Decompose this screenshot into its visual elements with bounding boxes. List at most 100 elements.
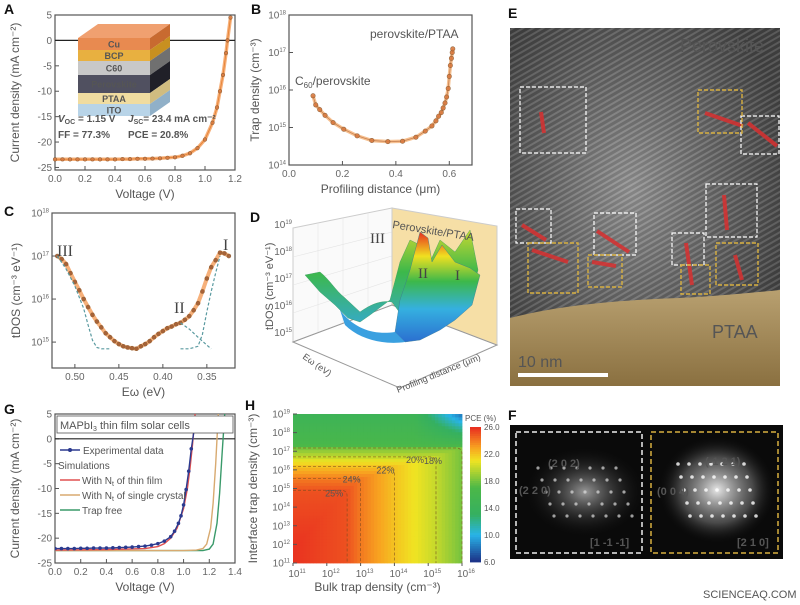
heatmap-cell bbox=[363, 416, 368, 421]
heatmap-cell bbox=[296, 491, 301, 495]
heatmap-cell bbox=[448, 443, 453, 448]
heatmap-cell bbox=[414, 560, 419, 564]
x-tick-label: 1.0 bbox=[177, 567, 191, 578]
heatmap-cell bbox=[309, 494, 314, 498]
heatmap-cell bbox=[431, 554, 436, 558]
heatmap-cell bbox=[431, 470, 436, 474]
heatmap-cell bbox=[350, 500, 355, 504]
heatmap-cell bbox=[306, 527, 311, 531]
heatmap-cell bbox=[326, 548, 331, 552]
heatmap-cell bbox=[458, 533, 463, 537]
heatmap-cell bbox=[296, 452, 301, 457]
heatmap-cell bbox=[333, 506, 338, 510]
fft-spot bbox=[601, 466, 605, 470]
heatmap-cell bbox=[387, 491, 392, 495]
heatmap-cell bbox=[330, 476, 334, 480]
heatmap-cell bbox=[394, 482, 399, 486]
heatmap-cell bbox=[293, 425, 297, 430]
heatmap-cell bbox=[347, 512, 351, 516]
heatmap-cell bbox=[360, 482, 365, 486]
experimental-data-point bbox=[189, 446, 194, 451]
fft-spot bbox=[617, 514, 621, 518]
experimental-data-point bbox=[184, 487, 188, 492]
heatmap-cell bbox=[330, 524, 334, 528]
x-tick-label: 1012 bbox=[322, 569, 340, 580]
heatmap-cell bbox=[336, 539, 341, 543]
tdos-data-point bbox=[85, 304, 91, 310]
heatmap-cell bbox=[340, 491, 345, 495]
heatmap-cell bbox=[404, 503, 409, 507]
heatmap-cell bbox=[316, 419, 321, 424]
heatmap-cell bbox=[401, 419, 405, 424]
heatmap-cell bbox=[336, 503, 341, 507]
heatmap-cell bbox=[397, 524, 402, 528]
heatmap-cell bbox=[384, 560, 389, 564]
heatmap-cell bbox=[350, 539, 355, 543]
heatmap-cell bbox=[445, 545, 449, 549]
heatmap-cell bbox=[458, 479, 463, 483]
heatmap-cell bbox=[414, 533, 419, 537]
heatmap-cell bbox=[363, 414, 368, 418]
heatmap-cell bbox=[363, 530, 368, 534]
heatmap-cell bbox=[350, 557, 355, 561]
heatmap-cell bbox=[370, 503, 375, 507]
d-z-axis-label: tDOS (cm⁻³ eV⁻¹) bbox=[264, 243, 276, 330]
heatmap-cell bbox=[458, 548, 463, 552]
heatmap-cell bbox=[330, 491, 334, 495]
heatmap-cell bbox=[296, 437, 301, 442]
heatmap-cell bbox=[326, 431, 331, 436]
trap-density-point bbox=[444, 94, 450, 100]
heatmap-cell bbox=[299, 512, 304, 516]
heatmap-cell bbox=[424, 530, 429, 534]
heatmap-cell bbox=[384, 431, 389, 436]
heatmap-cell bbox=[458, 449, 463, 454]
heatmap-cell bbox=[340, 440, 345, 445]
heatmap-cell bbox=[330, 497, 334, 501]
heatmap-cell bbox=[401, 560, 405, 564]
heatmap-cell bbox=[438, 482, 443, 486]
heatmap-cell bbox=[421, 434, 426, 439]
heatmap-cell bbox=[394, 527, 399, 531]
heatmap-cell bbox=[384, 506, 389, 510]
heatmap-cell bbox=[367, 446, 372, 451]
heatmap-cell bbox=[438, 521, 443, 525]
heatmap-cell bbox=[293, 431, 297, 436]
heatmap-cell bbox=[347, 539, 351, 543]
heatmap-cell bbox=[421, 530, 426, 534]
heatmap-cell bbox=[380, 509, 385, 513]
heatmap-cell bbox=[384, 452, 389, 457]
heatmap-cell bbox=[424, 431, 429, 436]
heatmap-cell bbox=[458, 491, 463, 495]
heatmap-cell bbox=[424, 443, 429, 448]
heatmap-cell bbox=[299, 506, 304, 510]
heatmap-cell bbox=[367, 449, 372, 454]
heatmap-cell bbox=[407, 542, 412, 546]
heatmap-cell bbox=[360, 497, 365, 501]
heatmap-cell bbox=[330, 479, 334, 483]
heatmap-cell bbox=[350, 422, 355, 427]
heatmap-cell bbox=[428, 518, 432, 522]
heatmap-cell bbox=[391, 536, 395, 540]
heatmap-cell bbox=[458, 434, 463, 439]
fft-spot bbox=[609, 490, 613, 494]
heatmap-cell bbox=[445, 554, 449, 558]
heatmap-cell bbox=[377, 449, 382, 454]
heatmap-cell bbox=[370, 416, 375, 421]
heatmap-cell bbox=[380, 431, 385, 436]
fft-spot bbox=[685, 501, 689, 505]
heatmap-cell bbox=[404, 434, 409, 439]
legend-thin-film: With Nt of thin film bbox=[82, 476, 162, 488]
heatmap-cell bbox=[394, 533, 399, 537]
heatmap-cell bbox=[340, 437, 345, 442]
heatmap-cell bbox=[299, 440, 304, 445]
heatmap-cell bbox=[360, 524, 365, 528]
fft-spot bbox=[740, 501, 744, 505]
heatmap-cell bbox=[448, 431, 453, 436]
heatmap-cell bbox=[445, 437, 449, 442]
heatmap-cell bbox=[434, 509, 439, 513]
experimental-data-point bbox=[78, 546, 83, 551]
heatmap-cell bbox=[374, 419, 378, 424]
heatmap-cell bbox=[367, 533, 372, 537]
heatmap-cell bbox=[340, 482, 345, 486]
heatmap-cell bbox=[404, 512, 409, 516]
